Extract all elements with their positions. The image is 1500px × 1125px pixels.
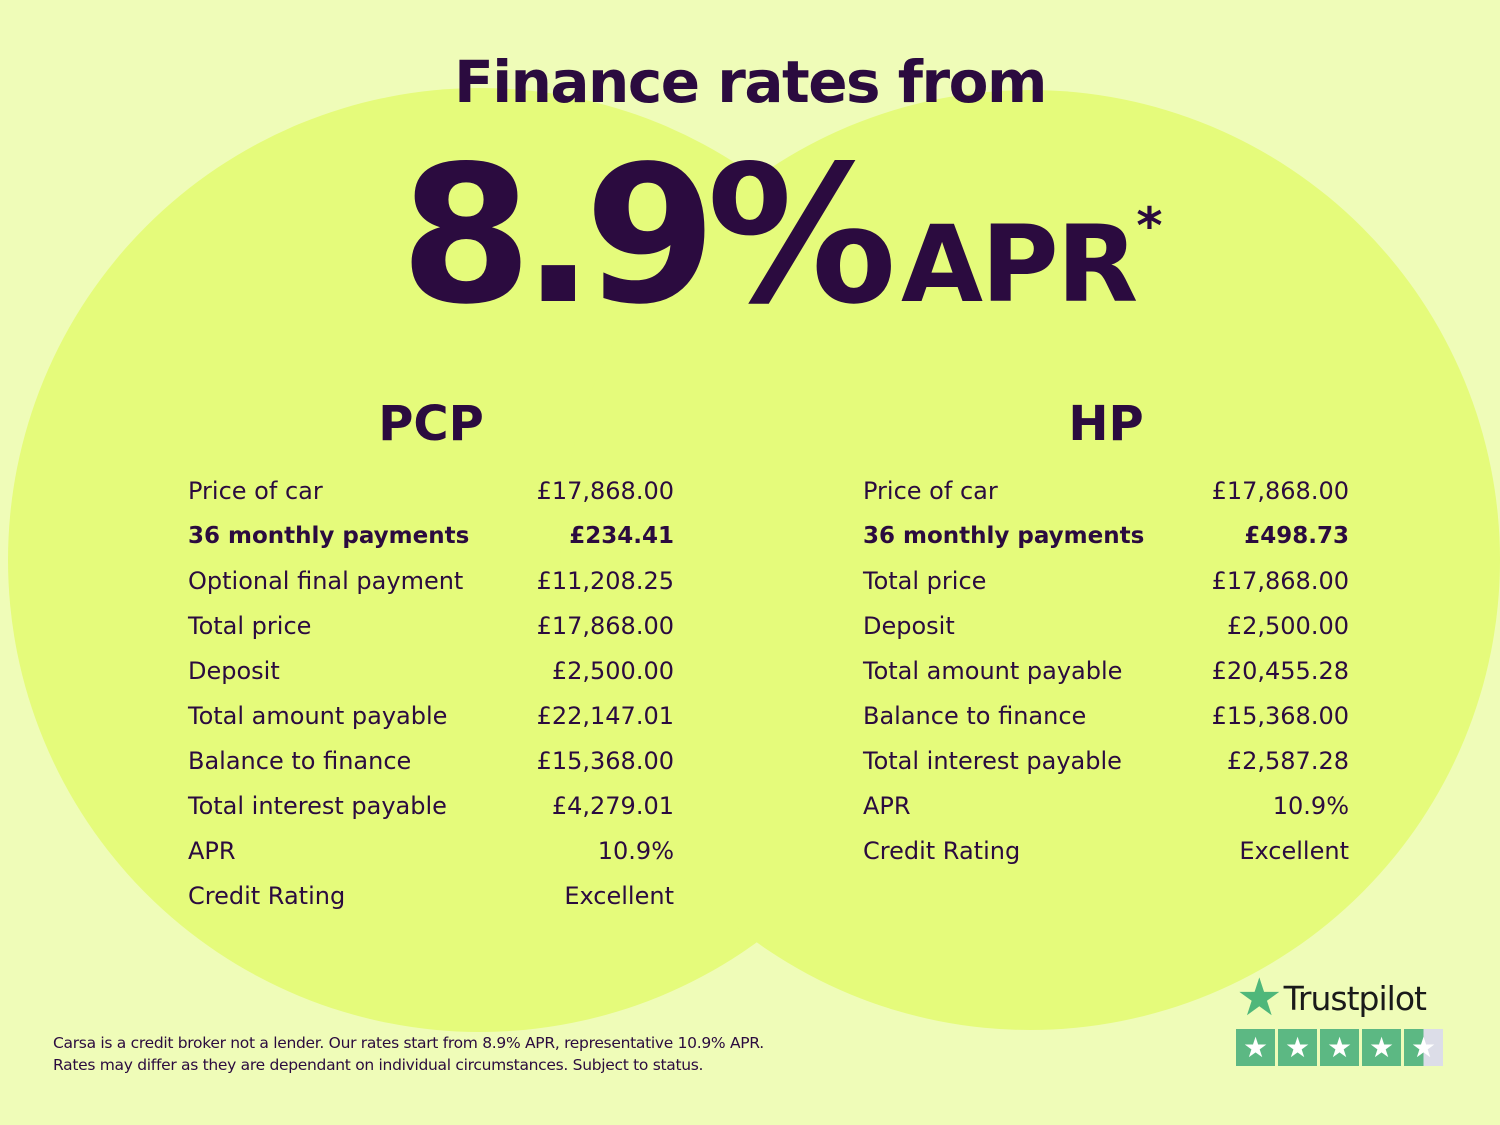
row-label: Credit Rating [863,837,1021,865]
pcp-row: Price of car £17,868.00 [188,462,674,507]
row-value: £2,587.28 [1226,747,1349,775]
row-value: £20,455.28 [1211,657,1349,685]
star-icon: ★ [1236,968,1283,1028]
row-label: APR [863,792,911,820]
row-value: £234.41 [569,523,674,549]
row-label: Balance to finance [863,702,1087,730]
hp-row: Deposit £2,500.00 [863,597,1349,642]
hp-table: HP Price of car £17,868.00 36 monthly paym… [863,392,1349,867]
pcp-row: APR 10.9% [188,822,674,867]
row-value: Excellent [564,882,674,910]
hp-row: Total price £17,868.00 [863,552,1349,597]
row-value: £17,868.00 [1211,477,1349,505]
pcp-row: Deposit £2,500.00 [188,642,674,687]
row-label: APR [188,837,236,865]
trustpilot-logo: ★ Trustpilot [1236,968,1443,1028]
hp-title: HP [1068,396,1144,452]
hp-row: APR 10.9% [863,777,1349,822]
row-label: Credit Rating [188,882,346,910]
row-label: Price of car [863,477,998,505]
row-value: £17,868.00 [536,612,674,640]
row-label: Total amount payable [188,702,448,730]
row-value: £498.73 [1244,523,1349,549]
rate-asterisk: * [1136,197,1163,255]
row-label: Deposit [863,612,955,640]
trustpilot-badge[interactable]: ★ Trustpilot ★ ★ ★ ★ ★ [1236,968,1443,1066]
rate-value: 8.9% [400,125,897,346]
hp-row: 36 monthly payments £498.73 [863,507,1349,552]
row-label: Total interest payable [188,792,447,820]
pcp-row: Balance to finance £15,368.00 [188,732,674,777]
star-icon: ★ [1236,1029,1275,1066]
hp-row: Balance to finance £15,368.00 [863,687,1349,732]
pcp-row: Total interest payable £4,279.01 [188,777,674,822]
row-value: £15,368.00 [536,747,674,775]
hp-row: Credit Rating Excellent [863,822,1349,867]
star-icon: ★ [1362,1029,1401,1066]
hp-row: Total amount payable £20,455.28 [863,642,1349,687]
disclaimer-line-2: Rates may differ as they are dependant o… [53,1056,704,1074]
row-value: £4,279.01 [551,792,674,820]
row-value: 10.9% [1272,792,1349,820]
disclaimer-line-1: Carsa is a credit broker not a lender. O… [53,1034,764,1052]
pcp-table: PCP Price of car £17,868.00 36 monthly pay… [188,392,674,912]
row-value: £17,868.00 [1211,567,1349,595]
pcp-row: Total price £17,868.00 [188,597,674,642]
row-value: £15,368.00 [1211,702,1349,730]
pcp-row: 36 monthly payments £234.41 [188,507,674,552]
row-value: 10.9% [597,837,674,865]
row-label: Optional final payment [188,567,464,595]
hp-row: Price of car £17,868.00 [863,462,1349,507]
pcp-row: Credit Rating Excellent [188,867,674,912]
pcp-row: Optional final payment £11,208.25 [188,552,674,597]
row-value: £2,500.00 [1226,612,1349,640]
row-value: £17,868.00 [536,477,674,505]
trustpilot-rating: ★ ★ ★ ★ ★ [1236,1029,1443,1066]
row-label: Total price [863,567,987,595]
row-label: Balance to finance [188,747,412,775]
pcp-title: PCP [378,396,484,452]
row-label: Price of car [188,477,323,505]
row-label: Deposit [188,657,280,685]
hp-row: Total interest payable £2,587.28 [863,732,1349,777]
rate-unit: APR [900,203,1138,326]
trustpilot-name: Trustpilot [1283,978,1427,1018]
half-star-icon: ★ [1404,1029,1443,1066]
row-value: £2,500.00 [551,657,674,685]
star-icon: ★ [1278,1029,1317,1066]
row-label: Total interest payable [863,747,1122,775]
star-icon: ★ [1320,1029,1359,1066]
headline: Finance rates from [454,48,1047,116]
row-label: Total price [188,612,312,640]
row-label: 36 monthly payments [863,523,1145,549]
rate-display: 8.9% APR* [400,125,1162,346]
pcp-row: Total amount payable £22,147.01 [188,687,674,732]
row-value: Excellent [1239,837,1349,865]
row-value: £22,147.01 [536,702,674,730]
row-label: Total amount payable [863,657,1123,685]
row-value: £11,208.25 [536,567,674,595]
row-label: 36 monthly payments [188,523,470,549]
background-circle-right [560,90,1500,1030]
disclaimer: Carsa is a credit broker not a lender. O… [53,1032,764,1076]
